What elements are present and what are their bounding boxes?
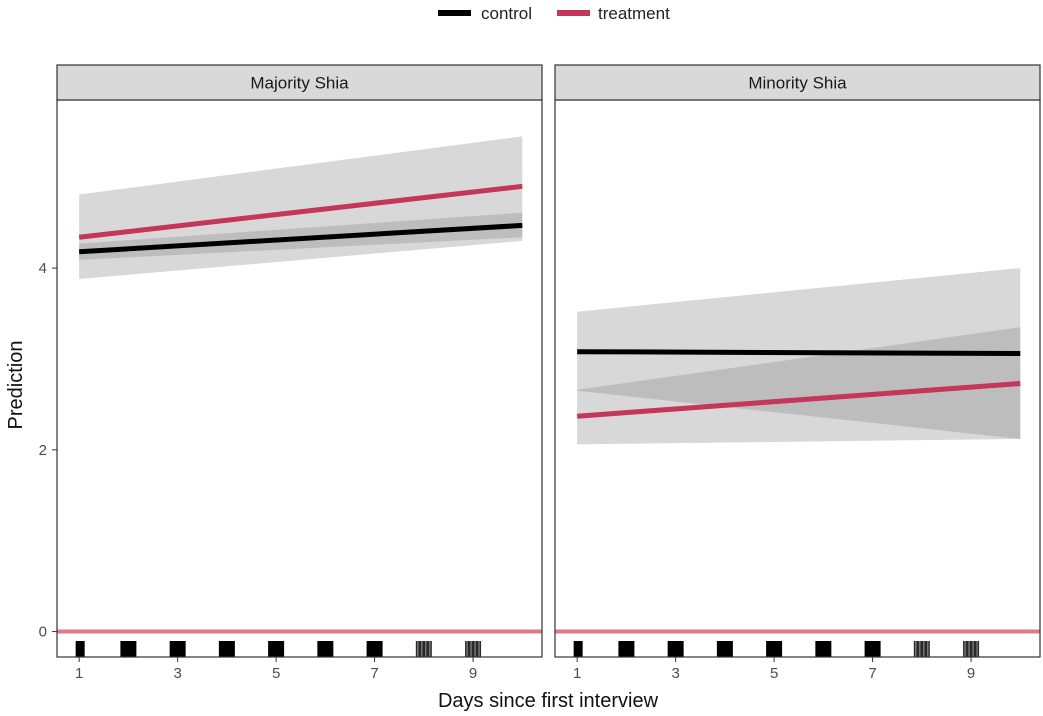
series-line-treatment: [78, 183, 523, 240]
x-tick-label: 5: [272, 665, 280, 682]
rug-mark: [766, 641, 783, 657]
rug-mark: [716, 641, 733, 657]
rug-mark: [268, 641, 285, 657]
ci-ribbon-treatment: [577, 327, 1021, 445]
rug-mark: [667, 641, 684, 657]
y-tick-label: 2: [39, 442, 47, 459]
series-line-control: [79, 222, 523, 255]
legend-label-treatment: treatment: [598, 4, 670, 23]
panel-0: Majority Shia 1 3 5 7 9 0 2 4: [39, 64, 543, 682]
rug-mark: [415, 641, 432, 657]
x-tick-label: 1: [573, 665, 581, 682]
rug-mark: [120, 641, 137, 657]
rug-mark: [75, 641, 85, 657]
facet-strip: [56, 64, 543, 101]
rug-mark: [913, 641, 930, 657]
x-tick-label: 9: [967, 665, 975, 682]
x-axis-title: Days since first interview: [438, 690, 659, 712]
rug-mark: [169, 641, 186, 657]
rug-mark: [815, 641, 832, 657]
series-line-control: [577, 349, 1021, 357]
rug-mark: [864, 641, 881, 657]
rug-mark: [465, 641, 482, 657]
panel-1: Minority Shia 1 3 5 7 9: [554, 64, 1041, 682]
x-tick-label: 7: [868, 665, 876, 682]
y-tick-label: 0: [39, 624, 47, 641]
series-line-treatment: [576, 381, 1021, 419]
facet-strip-label: Minority Shia: [748, 74, 847, 93]
legend-label-control: control: [481, 4, 532, 23]
y-axis-title: Prediction: [5, 341, 27, 430]
rug-mark: [366, 641, 383, 657]
x-tick-label: 3: [173, 665, 181, 682]
x-tick-label: 9: [469, 665, 477, 682]
rug-mark: [218, 641, 235, 657]
x-tick-label: 3: [671, 665, 679, 682]
rug-mark: [618, 641, 635, 657]
facet-strip-label: Majority Shia: [250, 74, 349, 93]
rug-mark: [963, 641, 980, 657]
x-tick-label: 1: [75, 665, 83, 682]
facet-panels: Majority Shia 1 3 5 7 9 0 2 4 Minority Shia 1 3 5 7 9: [39, 64, 1041, 682]
x-tick-label: 7: [370, 665, 378, 682]
rug-mark: [573, 641, 583, 657]
legend: control treatment: [438, 4, 670, 23]
y-tick-label: 4: [39, 260, 47, 277]
rug-mark: [317, 641, 334, 657]
facet-strip: [554, 64, 1041, 101]
x-tick-label: 5: [770, 665, 778, 682]
panel-background: [555, 100, 1040, 657]
